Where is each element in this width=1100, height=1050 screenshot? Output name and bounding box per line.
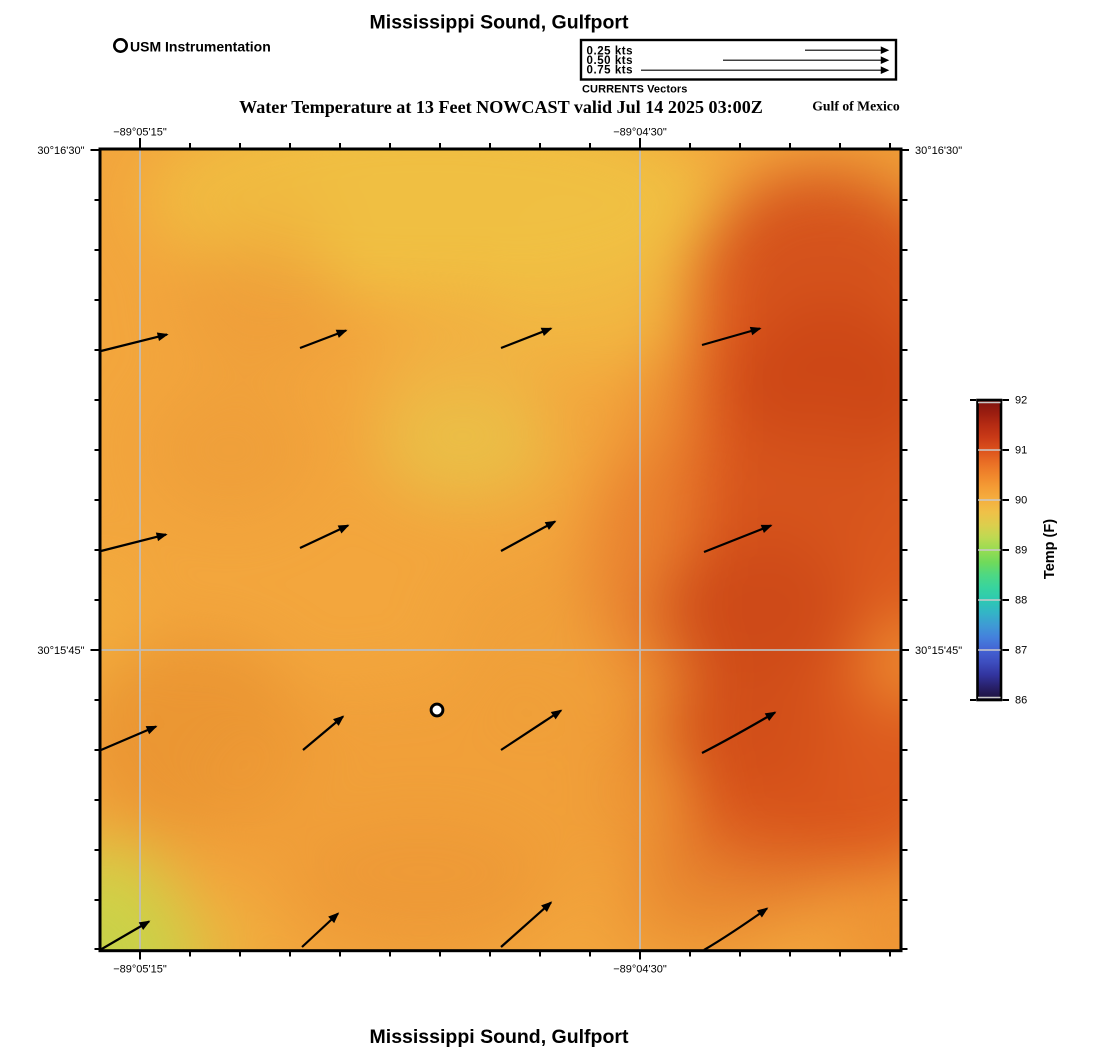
svg-text:USM Instrumentation: USM Instrumentation — [130, 39, 271, 55]
svg-text:Gulf of Mexico: Gulf of Mexico — [812, 99, 900, 114]
svg-text:87: 87 — [1015, 645, 1027, 657]
svg-text:−89°04'30": −89°04'30" — [613, 127, 667, 139]
svg-text:−89°05'15": −89°05'15" — [113, 964, 167, 976]
svg-text:86: 86 — [1015, 695, 1027, 707]
svg-text:−89°05'15": −89°05'15" — [113, 127, 167, 139]
svg-text:88: 88 — [1015, 595, 1027, 607]
svg-text:0.75 kts: 0.75 kts — [587, 65, 634, 77]
svg-text:0.25 kts: 0.25 kts — [587, 46, 634, 58]
svg-text:91: 91 — [1015, 445, 1027, 457]
svg-text:30°16'30": 30°16'30" — [915, 145, 962, 157]
svg-text:89: 89 — [1015, 545, 1027, 557]
svg-text:30°15'45": 30°15'45" — [915, 645, 962, 657]
svg-text:30°16'30": 30°16'30" — [37, 145, 84, 157]
svg-text:Mississippi Sound, Gulfport: Mississippi Sound, Gulfport — [370, 12, 629, 34]
svg-text:0.50 kts: 0.50 kts — [587, 55, 634, 67]
svg-text:Mississippi Sound, Gulfport: Mississippi Sound, Gulfport — [370, 1026, 629, 1048]
svg-text:30°15'45": 30°15'45" — [37, 645, 84, 657]
svg-text:90: 90 — [1015, 495, 1027, 507]
svg-text:−89°04'30": −89°04'30" — [613, 964, 667, 976]
svg-text:Water Temperature at 13 Feet N: Water Temperature at 13 Feet NOWCAST val… — [239, 97, 763, 117]
svg-text:92: 92 — [1015, 395, 1027, 407]
svg-text:Temp (F): Temp (F) — [1042, 519, 1058, 579]
svg-text:CURRENTS Vectors: CURRENTS Vectors — [582, 84, 688, 96]
